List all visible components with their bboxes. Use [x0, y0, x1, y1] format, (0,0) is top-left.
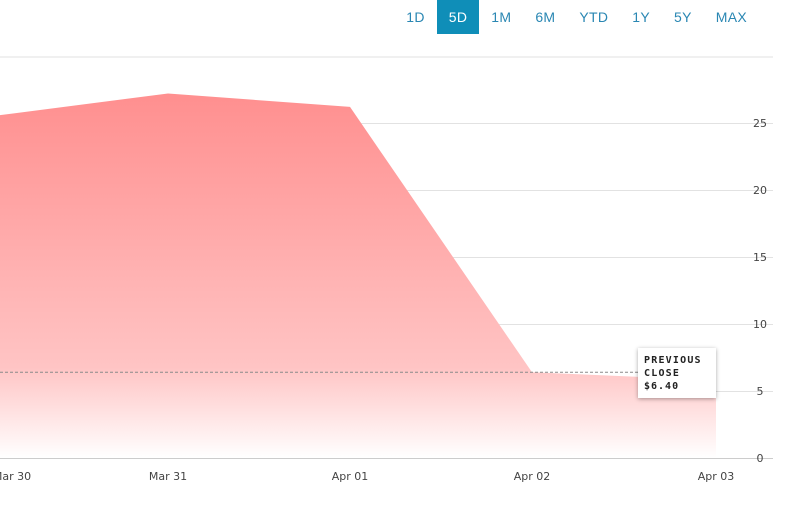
time-range-selector: 1D 5D 1M 6M YTD 1Y 5Y MAX	[394, 0, 759, 34]
y-tick-label: 5	[757, 385, 764, 398]
price-area	[0, 93, 716, 459]
range-button-ytd[interactable]: YTD	[579, 9, 609, 25]
y-tick-label: 25	[753, 117, 767, 130]
previous-close-tooltip: PREVIOUS CLOSE $6.40	[638, 348, 716, 398]
x-tick-label: Apr 02	[514, 470, 551, 483]
y-tick-label: 15	[753, 251, 767, 264]
range-button-5d[interactable]: 5D	[436, 0, 480, 34]
area-series	[0, 93, 716, 459]
tooltip-label: PREVIOUS CLOSE	[644, 355, 702, 379]
range-button-1m[interactable]: 1M	[491, 9, 512, 25]
x-axis: Mar 30 Mar 31 Apr 01 Apr 02 Apr 03	[0, 470, 734, 483]
range-button-max[interactable]: MAX	[715, 9, 747, 25]
range-button-5y[interactable]: 5Y	[674, 9, 692, 25]
y-axis: 0 5 10 15 20 25	[753, 117, 767, 465]
range-button-6m[interactable]: 6M	[535, 9, 556, 25]
range-button-1d[interactable]: 1D	[406, 9, 425, 25]
y-tick-label: 0	[757, 452, 764, 465]
range-button-1y[interactable]: 1Y	[632, 9, 651, 25]
y-tick-label: 20	[753, 184, 767, 197]
x-tick-label: Apr 03	[698, 470, 735, 483]
x-tick-label: Mar 31	[149, 470, 187, 483]
y-tick-label: 10	[753, 318, 767, 331]
x-tick-label: Mar 30	[0, 470, 31, 483]
tooltip-value: $6.40	[644, 381, 680, 392]
x-tick-label: Apr 01	[332, 470, 369, 483]
